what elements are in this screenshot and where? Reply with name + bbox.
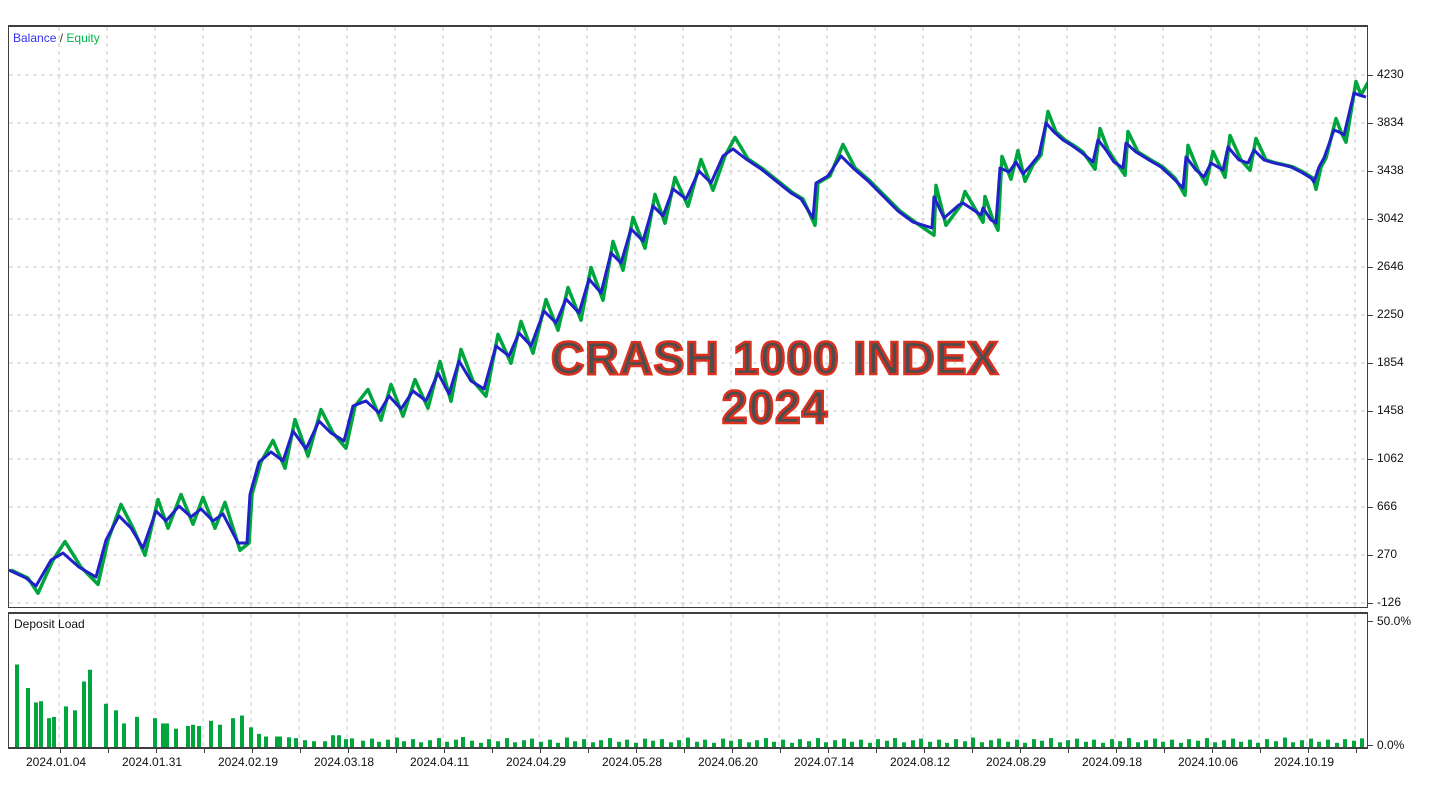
- x-axis-label: 2024.04.11: [410, 755, 470, 769]
- y-axis-label: 1062: [1377, 451, 1404, 465]
- x-axis-tick: [1068, 749, 1069, 753]
- x-axis-tick: [1164, 749, 1165, 753]
- x-axis-tick: [924, 749, 925, 753]
- x-axis-tick: [684, 749, 685, 753]
- x-axis-tick: [156, 749, 157, 753]
- legend-balance-label[interactable]: Balance: [13, 31, 57, 45]
- y-axis-tick: [1368, 219, 1373, 220]
- x-axis-label: 2024.07.14: [794, 755, 855, 769]
- x-axis-tick: [1020, 749, 1021, 753]
- y-axis-label: 2250: [1377, 307, 1404, 321]
- x-axis-tick: [108, 749, 109, 753]
- x-axis-label: 2024.05.28: [602, 755, 663, 769]
- y-axis-tick: [1368, 123, 1373, 124]
- y-axis-tick: [1368, 75, 1373, 76]
- y-axis-tick: [1368, 603, 1373, 604]
- y-axis-label: 270: [1377, 547, 1398, 561]
- y-axis-tick: [1368, 555, 1373, 556]
- y-axis-label: 3438: [1377, 163, 1404, 177]
- x-axis-tick: [1260, 749, 1261, 753]
- x-axis-tick: [444, 749, 445, 753]
- balance-equity-plot: [9, 27, 1367, 607]
- x-axis-tick: [204, 749, 205, 753]
- x-axis-tick: [828, 749, 829, 753]
- x-axis-tick: [732, 749, 733, 753]
- y-axis-tick: [1368, 507, 1373, 508]
- y-axis-label: 1458: [1377, 403, 1404, 417]
- y-axis-tick: [1368, 411, 1373, 412]
- x-axis-label: 2024.10.19: [1274, 755, 1335, 769]
- y-axis-label: 4230: [1377, 67, 1404, 81]
- x-axis-label: 2024.06.20: [698, 755, 759, 769]
- x-axis-tick: [540, 749, 541, 753]
- deposit-load-title: Deposit Load: [14, 617, 85, 631]
- deposit-min-tick: [1368, 745, 1373, 746]
- deposit-max-tick: [1368, 621, 1373, 622]
- y-axis-tick: [1368, 267, 1373, 268]
- x-axis-tick: [1116, 749, 1117, 753]
- x-axis-label: 2024.08.12: [890, 755, 951, 769]
- x-axis-tick: [972, 749, 973, 753]
- y-axis-label: 3042: [1377, 211, 1404, 225]
- x-axis-tick: [396, 749, 397, 753]
- legend-separator: /: [59, 31, 64, 45]
- y-axis-label: 2646: [1377, 259, 1404, 273]
- y-axis-tick: [1368, 363, 1373, 364]
- x-axis-label: 2024.02.19: [218, 755, 279, 769]
- x-axis-tick: [1356, 749, 1357, 753]
- deposit-max-label: 50.0%: [1377, 614, 1412, 628]
- x-axis-tick: [780, 749, 781, 753]
- x-axis-tick: [300, 749, 301, 753]
- deposit-load-panel[interactable]: [8, 612, 1368, 749]
- y-axis-tick: [1368, 315, 1373, 316]
- x-axis-label: 2024.10.06: [1178, 755, 1239, 769]
- x-axis-tick: [252, 749, 253, 753]
- x-axis-label: 2024.08.29: [986, 755, 1047, 769]
- x-axis-tick: [636, 749, 637, 753]
- balance-equity-chart-panel[interactable]: [8, 25, 1368, 608]
- x-axis-tick: [492, 749, 493, 753]
- y-axis-tick: [1368, 459, 1373, 460]
- y-axis-label: -126: [1377, 595, 1402, 609]
- x-axis-tick: [348, 749, 349, 753]
- y-axis-label: 666: [1377, 499, 1398, 513]
- chart-legend: Balance / Equity: [13, 31, 100, 45]
- x-axis-tick: [1308, 749, 1309, 753]
- x-axis-tick: [1212, 749, 1213, 753]
- deposit-load-plot: [15, 614, 1364, 747]
- y-axis-tick: [1368, 171, 1373, 172]
- deposit-min-label: 0.0%: [1377, 738, 1405, 752]
- y-axis-label: 3834: [1377, 115, 1404, 129]
- x-axis-label: 2024.04.29: [506, 755, 567, 769]
- legend-equity-label[interactable]: Equity: [66, 31, 100, 45]
- x-axis-label: 2024.09.18: [1082, 755, 1143, 769]
- x-axis-label: 2024.03.18: [314, 755, 375, 769]
- x-axis-label: 2024.01.31: [122, 755, 183, 769]
- x-axis-label: 2024.01.04: [26, 755, 87, 769]
- x-axis-tick: [588, 749, 589, 753]
- y-axis-label: 1854: [1377, 355, 1404, 369]
- x-axis-tick: [876, 749, 877, 753]
- x-axis-tick: [60, 749, 61, 753]
